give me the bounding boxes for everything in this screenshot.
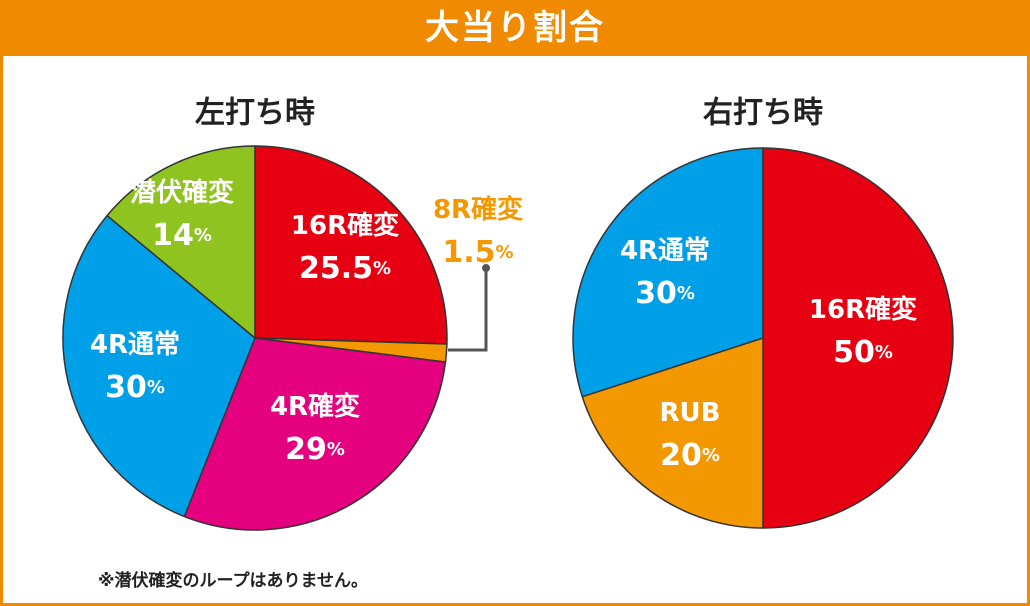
- slice-label: 4R通常: [90, 330, 180, 360]
- slice-label: 4R通常: [620, 236, 710, 266]
- slice-percent: 30%: [105, 370, 165, 405]
- slice-percent: 30%: [635, 276, 695, 311]
- slice-label: 8R確変: [433, 194, 523, 225]
- pie-slice: [762, 147, 954, 529]
- slice-percent: 25.5%: [299, 251, 391, 286]
- pie-slice: [572, 147, 764, 398]
- slice-label: 4R確変: [270, 391, 360, 422]
- callout-line: [448, 268, 488, 352]
- pie-slice: [106, 145, 256, 339]
- pie-title: 右打ち時: [703, 96, 823, 131]
- slice-percent: 14%: [152, 218, 212, 253]
- slice-label: 潜伏確変: [130, 177, 234, 208]
- header-title: 大当り割合: [425, 8, 605, 48]
- pie-slice: [581, 337, 764, 529]
- slice-percent: 50%: [833, 335, 893, 370]
- pie-title: 左打ち時: [195, 96, 315, 131]
- header-bar: 大当り割合: [0, 0, 1030, 56]
- slice-percent: 29%: [285, 432, 345, 467]
- slice-percent: 1.5%: [442, 235, 513, 270]
- slice-label: RUB: [660, 398, 721, 428]
- pie-slice: [62, 214, 256, 518]
- callout-dot: [482, 264, 490, 272]
- footnote: ※潜伏確変のループはありません。: [98, 571, 368, 591]
- pie-slice: [254, 145, 448, 345]
- pie-slice: [183, 337, 447, 531]
- slice-label: 16R確変: [809, 294, 917, 325]
- slice-label: 16R確変: [291, 210, 399, 241]
- slice-percent: 20%: [660, 438, 720, 473]
